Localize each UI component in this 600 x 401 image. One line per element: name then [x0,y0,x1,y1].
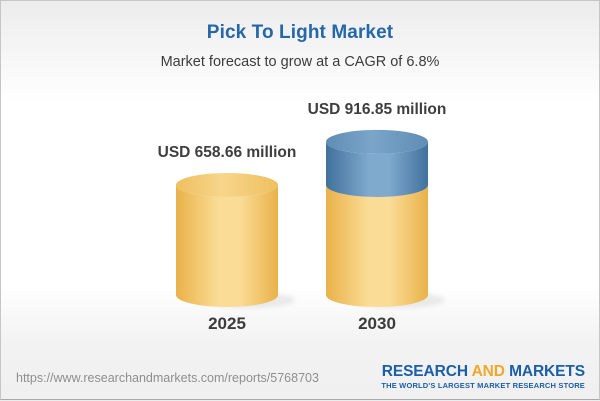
logo-word-research: RESEARCH [381,363,468,380]
year-label: 2025 [208,314,246,333]
researchandmarkets-logo: RESEARCH AND MARKETS THE WORLD'S LARGEST… [381,364,585,390]
year-label: 2030 [358,314,396,333]
logo-tagline: THE WORLD'S LARGEST MARKET RESEARCH STOR… [381,381,585,390]
logo-word-markets: MARKETS [509,363,585,380]
value-label: USD 916.85 million [307,100,447,118]
report-url: https://www.researchandmarkets.com/repor… [16,371,319,385]
value-label: USD 658.66 million [157,144,297,161]
logo-wordmark: RESEARCH AND MARKETS [381,363,585,380]
page-subtitle: Market forecast to grow at a CAGR of 6.8… [160,54,440,70]
logo-word-and: AND [471,363,505,380]
page-title: Pick To Light Market [206,22,394,43]
